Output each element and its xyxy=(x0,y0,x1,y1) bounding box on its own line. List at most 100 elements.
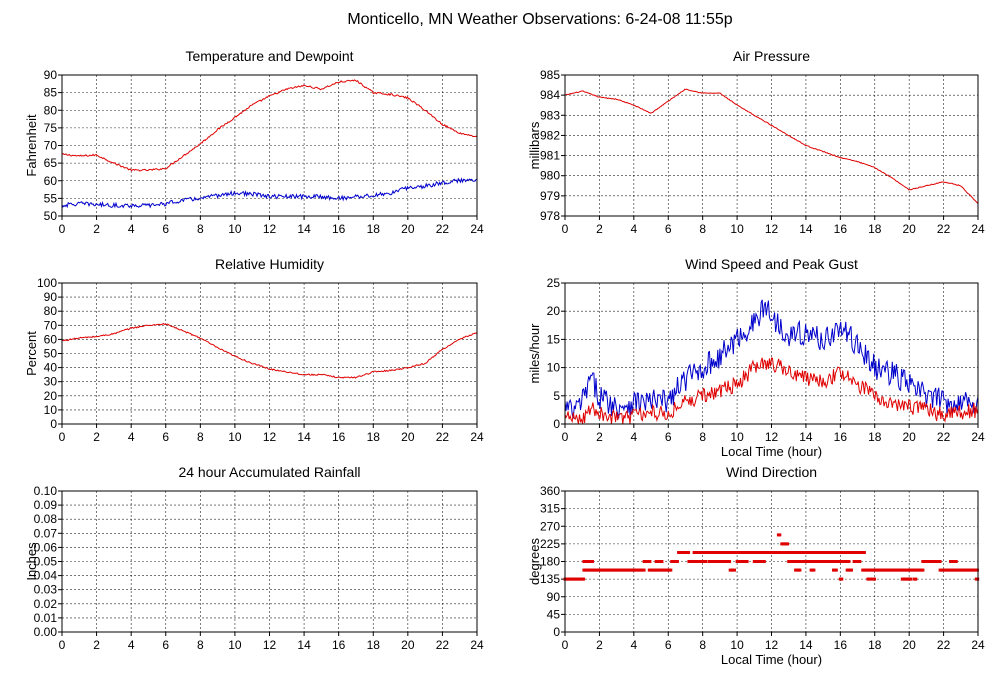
x-axis-label: Local Time (hour) xyxy=(721,652,822,667)
chart-title: Air Pressure xyxy=(733,48,810,64)
x-tick-label: 0 xyxy=(59,638,66,652)
chart-title: Relative Humidity xyxy=(215,256,324,272)
y-tick-label: 10 xyxy=(547,361,561,375)
x-tick-label: 2 xyxy=(93,430,100,444)
y-axis-label: Fahrenheit xyxy=(24,114,39,177)
x-tick-label: 6 xyxy=(162,222,169,236)
x-tick-label: 6 xyxy=(162,638,169,652)
y-tick-label: 315 xyxy=(540,502,560,516)
x-tick-label: 4 xyxy=(128,430,135,444)
y-tick-label: 270 xyxy=(540,519,560,533)
y-tick-label: 90 xyxy=(547,590,561,604)
y-tick-label: 0.07 xyxy=(34,526,58,540)
direction-point xyxy=(869,577,873,581)
x-tick-label: 6 xyxy=(665,638,672,652)
x-tick-label: 10 xyxy=(228,430,242,444)
plot-frame xyxy=(564,282,979,425)
x-tick-label: 20 xyxy=(902,430,916,444)
page-title: Monticello, MN Weather Observations: 6-2… xyxy=(347,11,732,28)
y-tick-label: 0.09 xyxy=(34,498,58,512)
chart-title: Wind Speed and Peak Gust xyxy=(685,256,858,272)
direction-point xyxy=(847,560,851,563)
y-tick-label: 50 xyxy=(44,347,58,361)
y-tick-label: 60 xyxy=(44,174,58,188)
x-tick-label: 16 xyxy=(834,638,848,652)
x-tick-label: 12 xyxy=(765,430,779,444)
x-tick-label: 14 xyxy=(799,430,813,444)
y-tick-label: 0.10 xyxy=(34,484,58,498)
series-line xyxy=(62,322,478,379)
direction-point xyxy=(733,568,736,572)
y-tick-label: 100 xyxy=(37,276,57,290)
y-tick-label: 30 xyxy=(44,375,58,389)
x-tick-label: 20 xyxy=(401,430,415,444)
direction-point xyxy=(675,560,679,563)
x-tick-label: 2 xyxy=(93,222,100,236)
y-tick-label: 85 xyxy=(44,86,58,100)
direction-point xyxy=(852,551,856,554)
x-tick-label: 16 xyxy=(834,222,848,236)
direction-point xyxy=(975,568,979,572)
direction-point xyxy=(762,560,766,563)
x-tick-label: 6 xyxy=(665,222,672,236)
x-tick-label: 14 xyxy=(297,638,311,652)
plot-frame xyxy=(61,74,478,217)
x-tick-label: 22 xyxy=(937,430,951,444)
x-tick-label: 4 xyxy=(630,638,637,652)
y-tick-label: 40 xyxy=(44,361,58,375)
direction-point xyxy=(909,577,913,581)
x-tick-label: 10 xyxy=(228,222,242,236)
direction-point xyxy=(858,560,862,563)
plot-frame xyxy=(61,490,478,633)
x-tick-label: 4 xyxy=(630,430,637,444)
x-tick-label: 20 xyxy=(902,638,916,652)
x-tick-label: 10 xyxy=(730,638,744,652)
y-tick-label: 15 xyxy=(547,332,561,346)
y-tick-label: 20 xyxy=(547,304,561,318)
direction-point xyxy=(728,560,732,563)
direction-point xyxy=(814,560,818,563)
y-tick-label: 0.03 xyxy=(34,583,58,597)
y-tick-label: 0.01 xyxy=(34,611,58,625)
y-tick-label: 0.04 xyxy=(34,569,58,583)
x-tick-label: 12 xyxy=(765,222,779,236)
y-tick-label: 20 xyxy=(44,389,58,403)
x-tick-label: 22 xyxy=(436,430,450,444)
y-tick-label: 360 xyxy=(540,484,560,498)
series-line xyxy=(61,177,478,209)
y-axis-label: Percent xyxy=(24,331,39,376)
x-tick-label: 22 xyxy=(937,222,951,236)
direction-point xyxy=(582,577,586,581)
x-tick-label: 22 xyxy=(937,638,951,652)
x-tick-label: 4 xyxy=(128,222,135,236)
x-tick-label: 0 xyxy=(59,430,66,444)
y-tick-label: 980 xyxy=(540,169,560,183)
y-tick-label: 135 xyxy=(540,572,560,586)
y-tick-label: 90 xyxy=(44,290,58,304)
y-tick-label: 10 xyxy=(44,403,58,417)
y-tick-label: 80 xyxy=(44,103,58,117)
x-tick-label: 0 xyxy=(562,638,569,652)
x-tick-label: 24 xyxy=(470,638,484,652)
direction-point xyxy=(914,577,918,581)
x-tick-label: 6 xyxy=(162,430,169,444)
x-tick-label: 24 xyxy=(971,638,985,652)
x-tick-label: 14 xyxy=(799,222,813,236)
y-tick-label: 981 xyxy=(540,149,560,163)
plot-frame xyxy=(564,490,979,633)
x-tick-label: 16 xyxy=(332,430,346,444)
y-tick-label: 0 xyxy=(553,625,560,639)
direction-point xyxy=(954,560,958,563)
x-tick-label: 18 xyxy=(868,222,882,236)
x-tick-label: 8 xyxy=(197,638,204,652)
x-tick-label: 16 xyxy=(332,638,346,652)
x-tick-label: 20 xyxy=(401,222,415,236)
y-tick-label: 978 xyxy=(540,209,560,223)
y-tick-label: 90 xyxy=(44,68,58,82)
x-tick-label: 0 xyxy=(59,222,66,236)
direction-point xyxy=(745,560,749,563)
x-tick-label: 6 xyxy=(665,430,672,444)
x-tick-label: 0 xyxy=(562,222,569,236)
